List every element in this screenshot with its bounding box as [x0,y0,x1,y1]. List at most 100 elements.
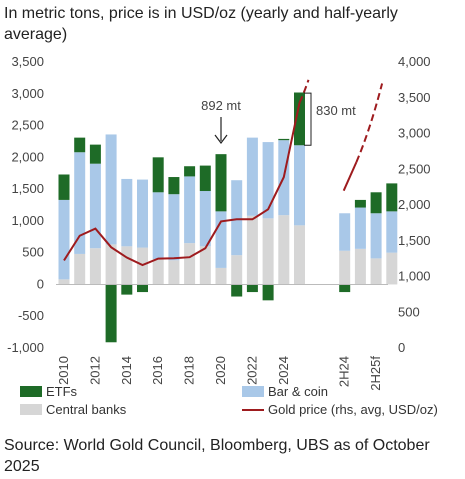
x-tick-label: 2024 [276,356,291,385]
bar-etfs [386,183,398,212]
bar-etfs [199,165,211,192]
bar-bar-coin [294,145,305,226]
y-tick-label: 0 [37,276,44,291]
bar-central-banks [89,248,101,285]
bar-central-banks [354,248,366,285]
bar-bar-coin [199,191,211,247]
y-tick-label: 2,000 [11,149,44,164]
x-tick-label: 2022 [244,356,259,385]
y2-tick-label: 3,500 [398,90,431,105]
x-tick-label: 2H24 [337,356,352,387]
bar-etfs [168,177,180,195]
annotation-arrowhead [214,134,228,144]
bar-etfs [278,138,290,141]
legend-label: ETFs [46,384,78,399]
x-tick-label: 2010 [56,356,71,385]
y2-tick-label: 2,500 [398,161,431,176]
bar-bar-coin [215,211,227,268]
y-tick-label: 1,000 [11,213,44,228]
legend-label: Bar & coin [268,384,328,399]
y-tick-label: 500 [22,245,44,260]
bar-central-banks [121,246,133,285]
bar-bar-coin [152,192,164,260]
y2-tick-label: 500 [398,304,420,319]
y2-tick-label: 0 [398,340,405,355]
bar-etfs [354,199,366,208]
bar-etfs [89,144,101,164]
bar-bar-coin [354,207,366,249]
bar-bar-coin [231,180,243,256]
y2-tick-label: 1,500 [398,233,431,248]
bar-etfs [262,284,274,301]
bar-etfs [184,166,196,177]
bar-central-banks [386,252,398,285]
bar-central-banks [231,255,243,285]
x-tick-label: 2016 [150,356,165,385]
bar-bar-coin [137,179,148,248]
legend-swatch [242,386,264,397]
bar-etfs [215,154,227,212]
gold-price-line [63,102,301,267]
legend-swatch [20,404,42,415]
bar-etfs [370,192,382,214]
annotation-label: 830 mt [316,103,356,118]
chart-subtitle: In metric tons, price is in USD/oz (year… [4,5,398,43]
bar-etfs [121,284,133,295]
gold-price-half-line [342,161,358,192]
bar-etfs [246,284,258,293]
bar-central-banks [246,215,258,285]
bar-bar-coin [121,178,133,247]
x-tick-label: 2H25f [368,356,383,391]
bar-etfs [74,137,86,153]
bar-central-banks [74,253,86,285]
bar-central-banks [262,218,274,285]
bar-central-banks [370,258,382,285]
y-tick-label: 2,500 [11,118,44,133]
annotation-label: 892 mt [201,98,241,113]
gold-price-half-dashed [355,83,384,163]
bar-bar-coin [105,134,117,245]
y-tick-label: 3,000 [11,86,44,101]
bar-bar-coin [370,213,382,259]
bar-etfs [58,174,70,200]
x-tick-label: 2012 [87,356,102,385]
bar-bar-coin [339,213,351,251]
bar-bar-coin [386,211,398,253]
y-tick-label: 3,500 [11,54,44,69]
bar-central-banks [58,279,70,285]
x-tick-label: 2018 [182,356,197,385]
bar-bar-coin [168,194,180,261]
legend-swatch [20,386,42,397]
bar-central-banks [199,246,211,285]
bar-bar-coin [89,163,101,249]
bar-central-banks [294,225,305,285]
bar-etfs [294,92,305,146]
legend-label: Gold price (rhs, avg, USD/oz) [268,402,438,417]
bar-central-banks [184,243,196,285]
gold-price-dashed [298,79,310,104]
y2-tick-label: 4,000 [398,54,431,69]
bar-central-banks [105,244,117,285]
y-tick-label: -1,000 [7,340,44,355]
bar-central-banks [278,215,290,285]
bar-bar-coin [184,176,196,244]
bar-bar-coin [74,152,86,254]
y-tick-label: -500 [18,308,44,323]
source-note: Source: World Gold Council, Bloomberg, U… [4,437,430,475]
legend-label: Central banks [46,402,127,417]
bar-etfs [105,284,117,343]
bar-central-banks [168,260,180,285]
bar-central-banks [215,267,227,285]
bar-etfs [152,157,164,193]
y2-tick-label: 2,000 [398,197,431,212]
bar-etfs [137,284,148,293]
bar-bar-coin [262,142,274,219]
x-tick-label: 2020 [213,356,228,385]
y2-tick-label: 3,000 [398,126,431,141]
y2-tick-label: 1,000 [398,269,431,284]
x-tick-label: 2014 [119,356,134,385]
bar-etfs [339,284,351,293]
bar-central-banks [339,250,351,285]
annotation-bracket [304,92,312,146]
